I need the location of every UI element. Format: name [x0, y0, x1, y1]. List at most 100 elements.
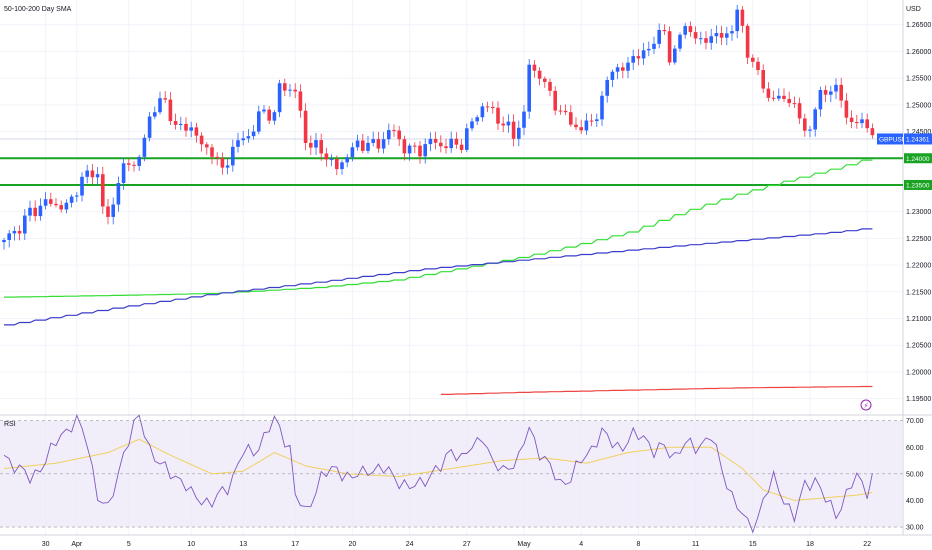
last-price-label: 1.24361 — [906, 136, 930, 143]
candle-body — [43, 199, 48, 206]
candle-body — [610, 71, 615, 80]
candle-body — [90, 170, 95, 178]
time-tick-label: 18 — [806, 541, 814, 548]
price-tick-label: 1.26000 — [906, 49, 931, 56]
candle-body — [413, 145, 417, 147]
candle-body — [631, 56, 635, 63]
candle-body — [371, 139, 375, 143]
candle-body — [449, 138, 453, 149]
candle-body — [818, 90, 823, 110]
candle-body — [751, 57, 755, 62]
candle-body — [345, 157, 349, 163]
candle-body — [173, 121, 178, 125]
candle-body — [849, 117, 854, 123]
candle-body — [194, 127, 199, 136]
price-tick-label: 1.22000 — [906, 263, 931, 270]
candle-body — [293, 89, 297, 92]
candle-body — [636, 56, 641, 59]
candle-body — [69, 196, 74, 203]
candle-body — [600, 95, 604, 120]
time-tick-label: May — [517, 541, 531, 548]
candle-body — [428, 138, 433, 145]
rsi-signal-line — [3, 438, 873, 501]
rsi-title: RSI — [4, 421, 16, 428]
alert-icon[interactable]: ⚡ — [860, 399, 872, 411]
time-tick-label: 22 — [863, 541, 871, 548]
candle-body — [673, 48, 677, 63]
candle-body — [262, 109, 266, 112]
candle-body — [12, 230, 17, 234]
candle-body — [699, 38, 703, 40]
candle-body — [127, 163, 131, 165]
candle-body — [662, 29, 667, 32]
candle-body — [75, 195, 79, 197]
candle-body — [569, 112, 573, 125]
candle-body — [168, 99, 173, 122]
candle-body — [844, 100, 849, 118]
candle-body — [511, 121, 516, 139]
candle-body — [225, 165, 230, 168]
candle-body — [361, 140, 365, 151]
candle-body — [277, 83, 282, 113]
candle-body — [324, 153, 329, 160]
candle-body — [855, 122, 859, 124]
time-tick-label: Apr — [71, 541, 83, 548]
time-tick-label: 20 — [349, 541, 357, 548]
price-tick-label: 1.26500 — [906, 22, 931, 29]
candle-body — [766, 88, 771, 98]
candle-body — [28, 207, 32, 216]
candle-body — [829, 91, 833, 95]
candle-body — [725, 33, 729, 38]
candle-body — [251, 131, 256, 137]
candle-body — [381, 139, 386, 149]
candle-body — [553, 90, 557, 111]
candle-body — [272, 112, 277, 121]
candle-body — [834, 84, 838, 92]
price-tick-label: 1.19500 — [906, 396, 931, 403]
candle-body — [615, 67, 620, 72]
candle-body — [589, 120, 594, 122]
candle-body — [189, 127, 193, 131]
price-tick-label: 1.21500 — [906, 289, 931, 296]
candle-body — [116, 183, 121, 205]
candle-body — [33, 207, 37, 217]
candle-body — [704, 38, 708, 43]
candle-body — [714, 32, 719, 37]
candle-body — [418, 145, 422, 157]
candle-body — [387, 130, 391, 140]
candle-body — [475, 117, 479, 122]
rsi-axis: 70.00 60.00 50.00 40.00 30.00 — [906, 418, 924, 531]
time-tick-label: 30 — [42, 541, 50, 548]
candle-body — [787, 98, 791, 104]
symbol-tag — [877, 133, 903, 145]
time-tick-label: 4 — [579, 541, 583, 548]
candle-body — [823, 90, 828, 95]
candle-body — [532, 64, 537, 71]
candle-body — [465, 128, 469, 150]
candle-body — [688, 26, 693, 33]
candle-body — [439, 142, 443, 147]
candle-body — [106, 206, 110, 217]
price-tick-label: 1.24500 — [906, 129, 931, 136]
candle-body — [38, 205, 43, 217]
level-price-tag — [904, 153, 932, 164]
candle-body — [491, 106, 495, 108]
time-tick-label: 8 — [636, 541, 640, 548]
candle-body — [517, 127, 521, 139]
candle-body — [376, 139, 381, 149]
candle-body — [584, 120, 589, 131]
candle-body — [402, 139, 407, 154]
candle-body — [444, 146, 448, 149]
svg-text:⚡: ⚡ — [864, 402, 869, 410]
candle-body — [839, 84, 843, 101]
candle-body — [865, 119, 869, 129]
chart-title: 50-100-200 Day SMA — [4, 6, 72, 13]
candle-body — [142, 137, 147, 157]
candle-body — [236, 140, 240, 147]
candle-body — [693, 32, 698, 39]
level-price-label: 1.24000 — [906, 156, 930, 163]
candle-body — [423, 144, 427, 157]
rsi-tick-label: 50.00 — [906, 471, 924, 478]
candle-body — [678, 34, 682, 49]
